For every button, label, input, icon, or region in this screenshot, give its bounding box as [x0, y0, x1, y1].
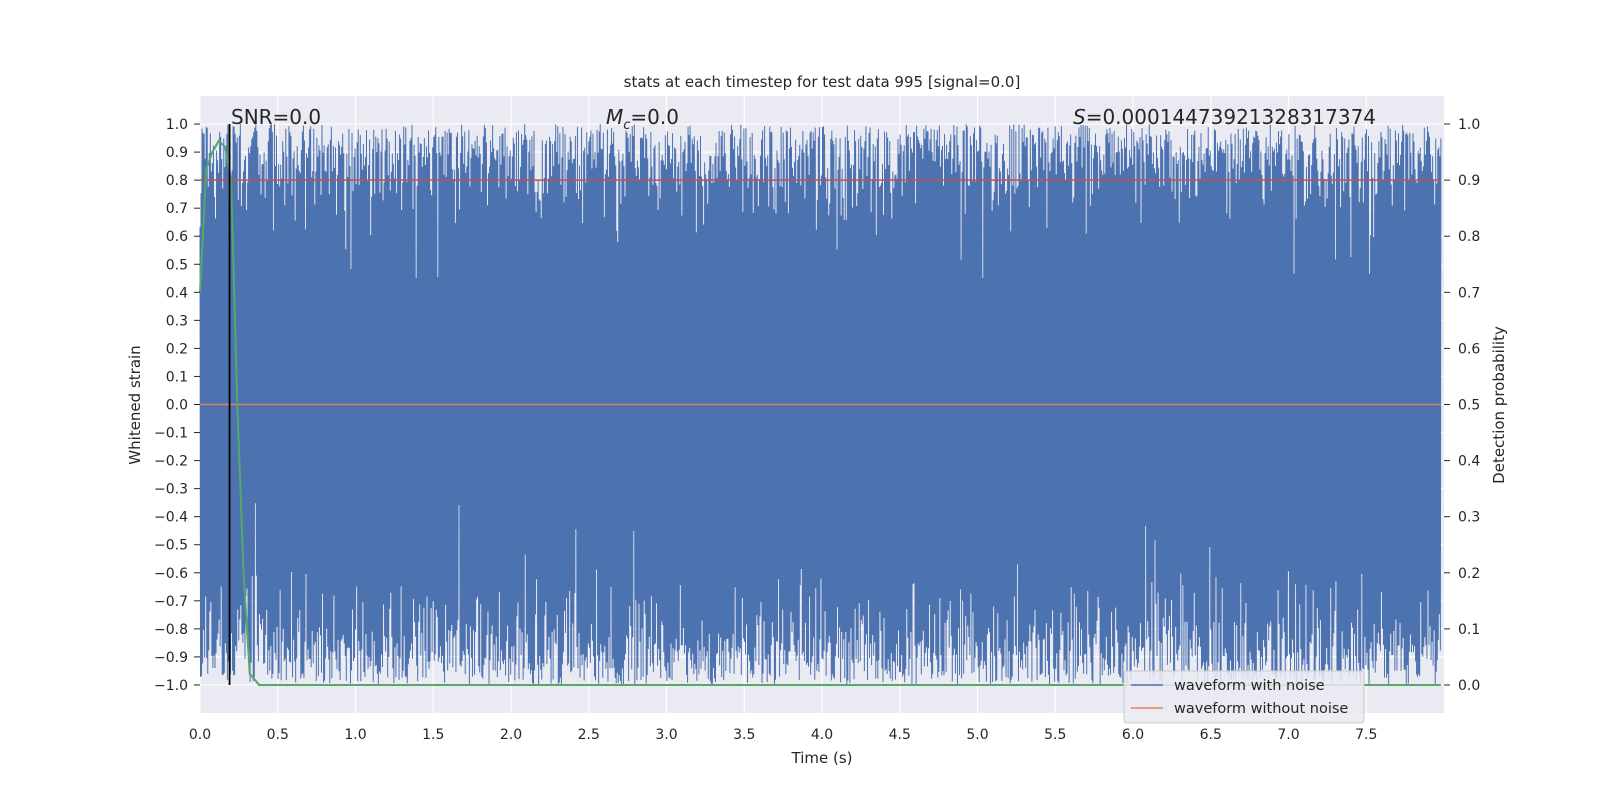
y-left-tick-label: 0.8 — [166, 173, 188, 189]
y-left-tick-label: −0.6 — [154, 566, 188, 582]
y-axis-label-right: Detection probability — [1490, 326, 1508, 484]
y-left-tick-label: 0.9 — [166, 145, 188, 161]
y-right-tick-label: 0.8 — [1458, 229, 1480, 245]
x-tick-label: 4.0 — [811, 727, 833, 743]
y-left-tick-label: 0.4 — [166, 285, 188, 301]
y-left-tick-label: 0.5 — [166, 257, 188, 273]
x-tick-label: 6.5 — [1200, 727, 1222, 743]
y-left-tick-label: 0.2 — [166, 341, 188, 357]
detection-probability-line — [199, 139, 1441, 686]
x-tick-label: 1.5 — [422, 727, 444, 743]
s-value: =0.00014473921328317374 — [1086, 105, 1376, 129]
x-tick-label: 2.5 — [578, 727, 600, 743]
x-tick-label: 0.0 — [189, 727, 211, 743]
y-right-tick-label: 0.1 — [1458, 622, 1480, 638]
y-axis-label-left: Whitened strain — [126, 345, 144, 464]
x-tick-label: 7.0 — [1277, 727, 1299, 743]
noise-waveform-line — [199, 124, 1442, 685]
x-tick-label: 5.5 — [1044, 727, 1066, 743]
y-right-tick-label: 0.4 — [1458, 454, 1480, 470]
x-tick-label: 7.5 — [1355, 727, 1377, 743]
y-left-tick-label: −0.3 — [154, 482, 188, 498]
x-axis-label: Time (s) — [791, 749, 853, 767]
chart-title: stats at each timestep for test data 995… — [624, 73, 1021, 91]
y-left-tick-label: −0.8 — [154, 622, 188, 638]
ticks: 0.0 0.5 1.0 1.5 2.0 2.5 3.0 3.5 4.0 4.5 5.0 5.5 6.0 6… — [154, 117, 1480, 743]
y-right-tick-label: 0.9 — [1458, 173, 1480, 189]
x-tick-label: 2.0 — [500, 727, 522, 743]
y-right-tick-label: 0.5 — [1458, 398, 1480, 414]
y-right-tick-label: 0.7 — [1458, 285, 1480, 301]
line-series — [199, 124, 1441, 686]
y-right-tick-label: 0.3 — [1458, 510, 1480, 526]
x-tick-label: 3.0 — [655, 727, 677, 743]
y-left-tick-label: 0.3 — [166, 313, 188, 329]
y-right-tick-label: 0.0 — [1458, 678, 1480, 694]
mc-subscript: c — [623, 118, 630, 133]
mc-annotation: Mc=0.0 — [606, 105, 679, 133]
s-annotation: S=0.00014473921328317374 — [1073, 105, 1376, 129]
noise-series — [199, 124, 1442, 685]
y-left-tick-label: 0.6 — [166, 229, 188, 245]
x-tick-label: 5.0 — [966, 727, 988, 743]
y-right-tick-label: 1.0 — [1458, 117, 1480, 133]
y-left-tick-label: −1.0 — [154, 678, 188, 694]
y-left-tick-label: −0.7 — [154, 594, 188, 610]
x-tick-label: 0.5 — [267, 727, 289, 743]
s-symbol: S — [1073, 105, 1086, 129]
y-left-tick-label: −0.5 — [154, 538, 188, 554]
mc-symbol: M — [606, 105, 623, 129]
y-left-tick-label: −0.1 — [154, 426, 188, 442]
y-left-tick-label: 0.1 — [166, 369, 188, 385]
y-left-tick-label: 0.0 — [166, 398, 188, 414]
x-tick-label: 4.5 — [889, 727, 911, 743]
y-left-tick-label: −0.2 — [154, 454, 188, 470]
y-right-tick-label: 0.6 — [1458, 341, 1480, 357]
legend-box — [1123, 670, 1365, 724]
y-left-tick-label: 0.7 — [166, 201, 188, 217]
legend-label-noise: waveform with noise — [1174, 678, 1325, 694]
snr-annotation: SNR=0.0 — [231, 105, 321, 129]
legend: waveform with noise waveform without noi… — [1123, 670, 1365, 724]
mc-value: =0.0 — [630, 105, 679, 129]
x-tick-label: 1.0 — [344, 727, 366, 743]
y-left-tick-label: −0.9 — [154, 650, 188, 666]
legend-label-clean: waveform without noise — [1174, 701, 1348, 717]
y-left-tick-label: 1.0 — [166, 117, 188, 133]
y-left-tick-label: −0.4 — [154, 510, 188, 526]
y-right-tick-label: 0.2 — [1458, 566, 1480, 582]
x-tick-label: 3.5 — [733, 727, 755, 743]
x-tick-label: 6.0 — [1122, 727, 1144, 743]
